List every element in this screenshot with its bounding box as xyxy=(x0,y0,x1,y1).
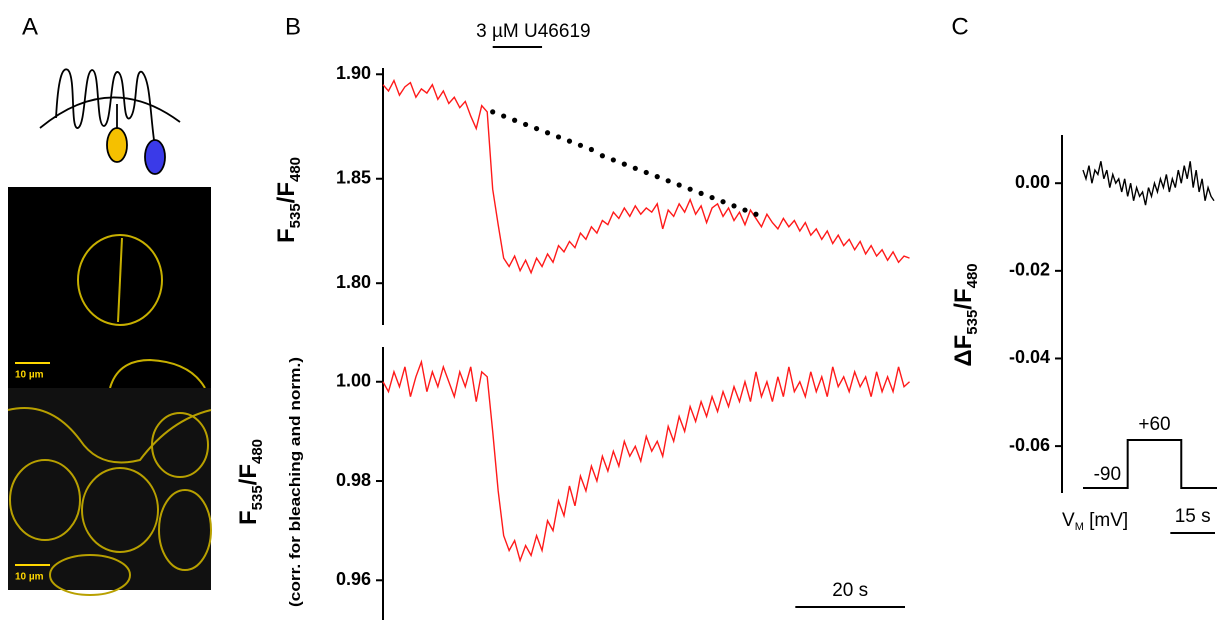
label-part: /F xyxy=(235,464,262,485)
trend-dot xyxy=(643,169,649,176)
label-part: 535 xyxy=(964,310,981,335)
y-axis-label: F535/F480 xyxy=(273,157,304,243)
panel-label: C xyxy=(951,13,968,40)
y-tick-label: 0.98 xyxy=(336,470,371,490)
trace xyxy=(382,359,910,563)
voltage-label: -90 xyxy=(1094,464,1121,485)
trend-dot xyxy=(709,194,715,201)
label-part: 480 xyxy=(964,263,981,288)
y-tick-label: 1.80 xyxy=(336,272,371,292)
trend-dot xyxy=(687,186,693,192)
label-part: 535 xyxy=(249,485,266,510)
label-part: 480 xyxy=(287,157,304,182)
y-axis-label: F535/F480 xyxy=(235,439,266,525)
y-tick-label: -0.04 xyxy=(1009,347,1050,367)
scale-label: 10 µm xyxy=(15,572,44,583)
voltage-label: +60 xyxy=(1138,414,1170,435)
trend-dot xyxy=(522,121,529,128)
trend-dot xyxy=(566,138,573,144)
trend-dot xyxy=(577,142,584,148)
panel-label: B xyxy=(285,13,301,40)
label-part: 480 xyxy=(249,439,266,464)
label-part: /F xyxy=(273,182,300,203)
label-part: ΔF xyxy=(950,335,977,367)
trace xyxy=(382,78,910,275)
trend-dot xyxy=(599,153,605,159)
trend-dot xyxy=(544,130,551,136)
trace xyxy=(1082,161,1215,206)
scale-label: 10 µm xyxy=(15,370,44,381)
y-tick-label: 1.85 xyxy=(336,167,371,187)
y-tick-label: 0.00 xyxy=(1015,172,1050,192)
sensor-schematic xyxy=(39,68,181,175)
label-part: F xyxy=(235,510,262,525)
scale-bar-label: 20 s xyxy=(832,580,868,601)
trend-dot xyxy=(753,211,759,217)
voltage-step xyxy=(1083,439,1217,489)
y-tick-label: -0.06 xyxy=(1009,435,1050,455)
trend-dot xyxy=(632,165,638,171)
label-part: F xyxy=(273,228,300,243)
label-part: V xyxy=(1062,510,1075,531)
voltage-axis-label: VM [mV] xyxy=(1062,510,1128,533)
y-tick-label: 0.96 xyxy=(336,569,371,589)
trend-dot xyxy=(512,117,518,123)
annotation-label: 3 µM U46619 xyxy=(476,21,590,42)
trend-dot xyxy=(555,134,562,140)
label-part: M xyxy=(1075,521,1084,533)
trend-dot xyxy=(621,161,627,167)
label-part: 535 xyxy=(287,203,304,228)
y-axis-label: ΔF535/F480 xyxy=(950,263,981,366)
trend-dot xyxy=(610,157,616,163)
trend-dot xyxy=(501,113,507,119)
trend-dot xyxy=(698,190,704,196)
trend-dot xyxy=(676,182,682,188)
panel-label: A xyxy=(22,13,38,40)
trend-dot xyxy=(665,178,671,184)
label-part: [mV] xyxy=(1084,510,1128,531)
trend-dot xyxy=(588,146,595,153)
trend-dot xyxy=(731,203,737,209)
y-axis-note: (corr. for bleaching and norm.) xyxy=(287,357,304,607)
scale-bar-label: 15 s xyxy=(1175,506,1211,527)
trend-dot xyxy=(490,109,496,115)
y-tick-label: 1.00 xyxy=(336,370,371,390)
y-tick-label: 1.90 xyxy=(336,63,371,83)
micrograph: 10 µm xyxy=(8,187,211,389)
label-part: /F xyxy=(950,288,977,309)
trend-dot xyxy=(654,174,660,180)
y-tick-label: -0.02 xyxy=(1009,260,1050,280)
trend-dot xyxy=(533,125,540,132)
micrograph: 10 µm xyxy=(7,388,212,596)
trend-dot xyxy=(720,199,726,205)
trend-dot xyxy=(742,207,748,213)
